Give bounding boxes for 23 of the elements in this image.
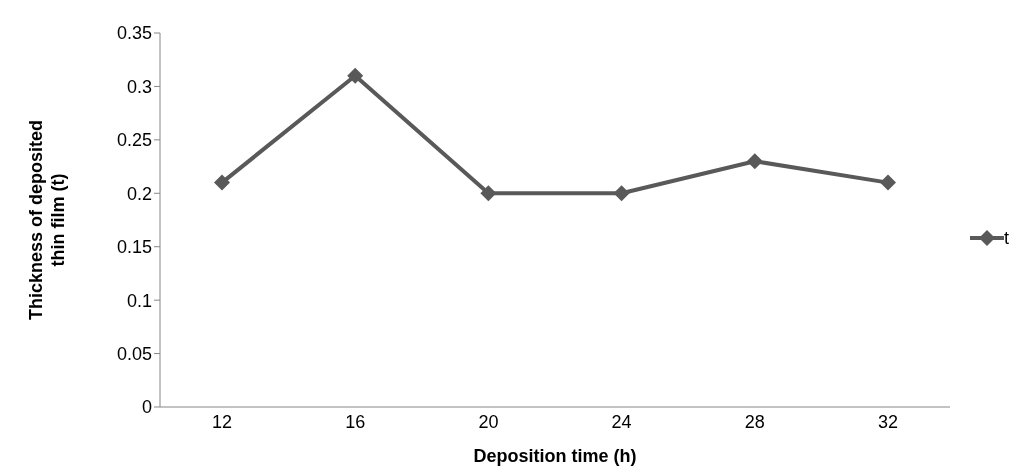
legend-label: t (1003, 227, 1009, 249)
x-tick-label: 24 (611, 411, 632, 432)
x-tick-label: 12 (211, 411, 233, 432)
point (480, 185, 497, 202)
y-tick-label: 0.35 (116, 23, 152, 44)
y-tick-label: 0.15 (116, 237, 152, 258)
y-tick-label: 0.25 (116, 130, 152, 151)
x-tick-label: 16 (345, 411, 366, 432)
x-tick-label: 32 (877, 411, 898, 432)
y-tick-label: 0.2 (126, 183, 152, 204)
x-axis-title: Deposition time (h) (473, 446, 637, 466)
y-axis-title: Thickness of deposited thin film (t) (26, 119, 68, 321)
y-tick-label: 0.1 (126, 290, 152, 311)
x-tick-label: 20 (478, 411, 499, 432)
x-tick-label: 28 (744, 411, 765, 432)
point (879, 174, 896, 191)
point (613, 185, 630, 202)
y-tick-label: 0.3 (126, 76, 152, 97)
point (347, 67, 364, 84)
y-tick-label: 0 (141, 397, 152, 418)
y-tick-label: 0.05 (116, 343, 152, 364)
point (214, 174, 230, 191)
point (746, 153, 763, 170)
